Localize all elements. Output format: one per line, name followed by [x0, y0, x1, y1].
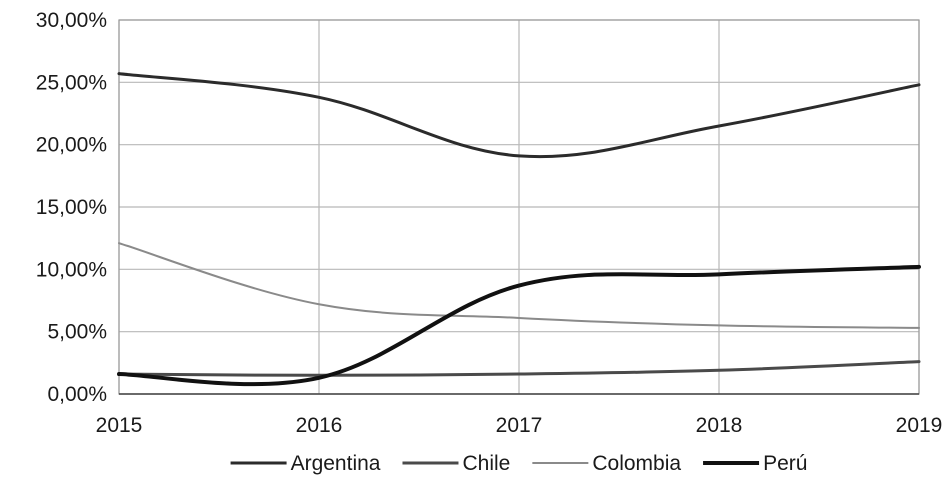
legend-item-colombia: Colombia	[532, 452, 681, 475]
y-tick-label: 5,00%	[47, 321, 107, 344]
y-tick-label: 25,00%	[36, 71, 107, 94]
y-tick-label: 15,00%	[36, 196, 107, 219]
x-tick-label: 2017	[496, 414, 543, 437]
legend-label: Colombia	[592, 452, 681, 475]
legend-item-peru: Perú	[703, 452, 807, 475]
legend-label: Perú	[763, 452, 807, 475]
x-tick-labels: 2015 2016 2017 2018 2019	[96, 414, 943, 437]
series-line-peru	[117, 264, 921, 387]
y-tick-label: 30,00%	[36, 9, 107, 32]
y-tick-label: 20,00%	[36, 134, 107, 157]
legend-label: Chile	[462, 452, 510, 475]
y-tick-labels: 0,00% 5,00% 10,00% 15,00% 20,00% 25,00% 30,00%	[36, 9, 107, 406]
x-tick-label: 2016	[296, 414, 343, 437]
legend-item-chile: Chile	[402, 452, 510, 475]
y-tick-label: 10,00%	[36, 258, 107, 281]
series-line-argentina	[117, 72, 921, 159]
axes	[118, 19, 920, 395]
y-tick-label: 0,00%	[47, 383, 107, 406]
legend-item-argentina: Argentina	[230, 452, 381, 475]
x-tick-label: 2019	[896, 414, 943, 437]
legend-label: Argentina	[291, 452, 381, 475]
series-line-chile	[117, 360, 921, 377]
legend: Argentina Chile Colombia Perú	[230, 452, 807, 475]
x-tick-label: 2015	[96, 414, 143, 437]
series-lines	[117, 72, 921, 387]
x-tick-label: 2018	[696, 414, 743, 437]
grid	[118, 19, 920, 395]
series-line-colombia	[118, 242, 920, 329]
